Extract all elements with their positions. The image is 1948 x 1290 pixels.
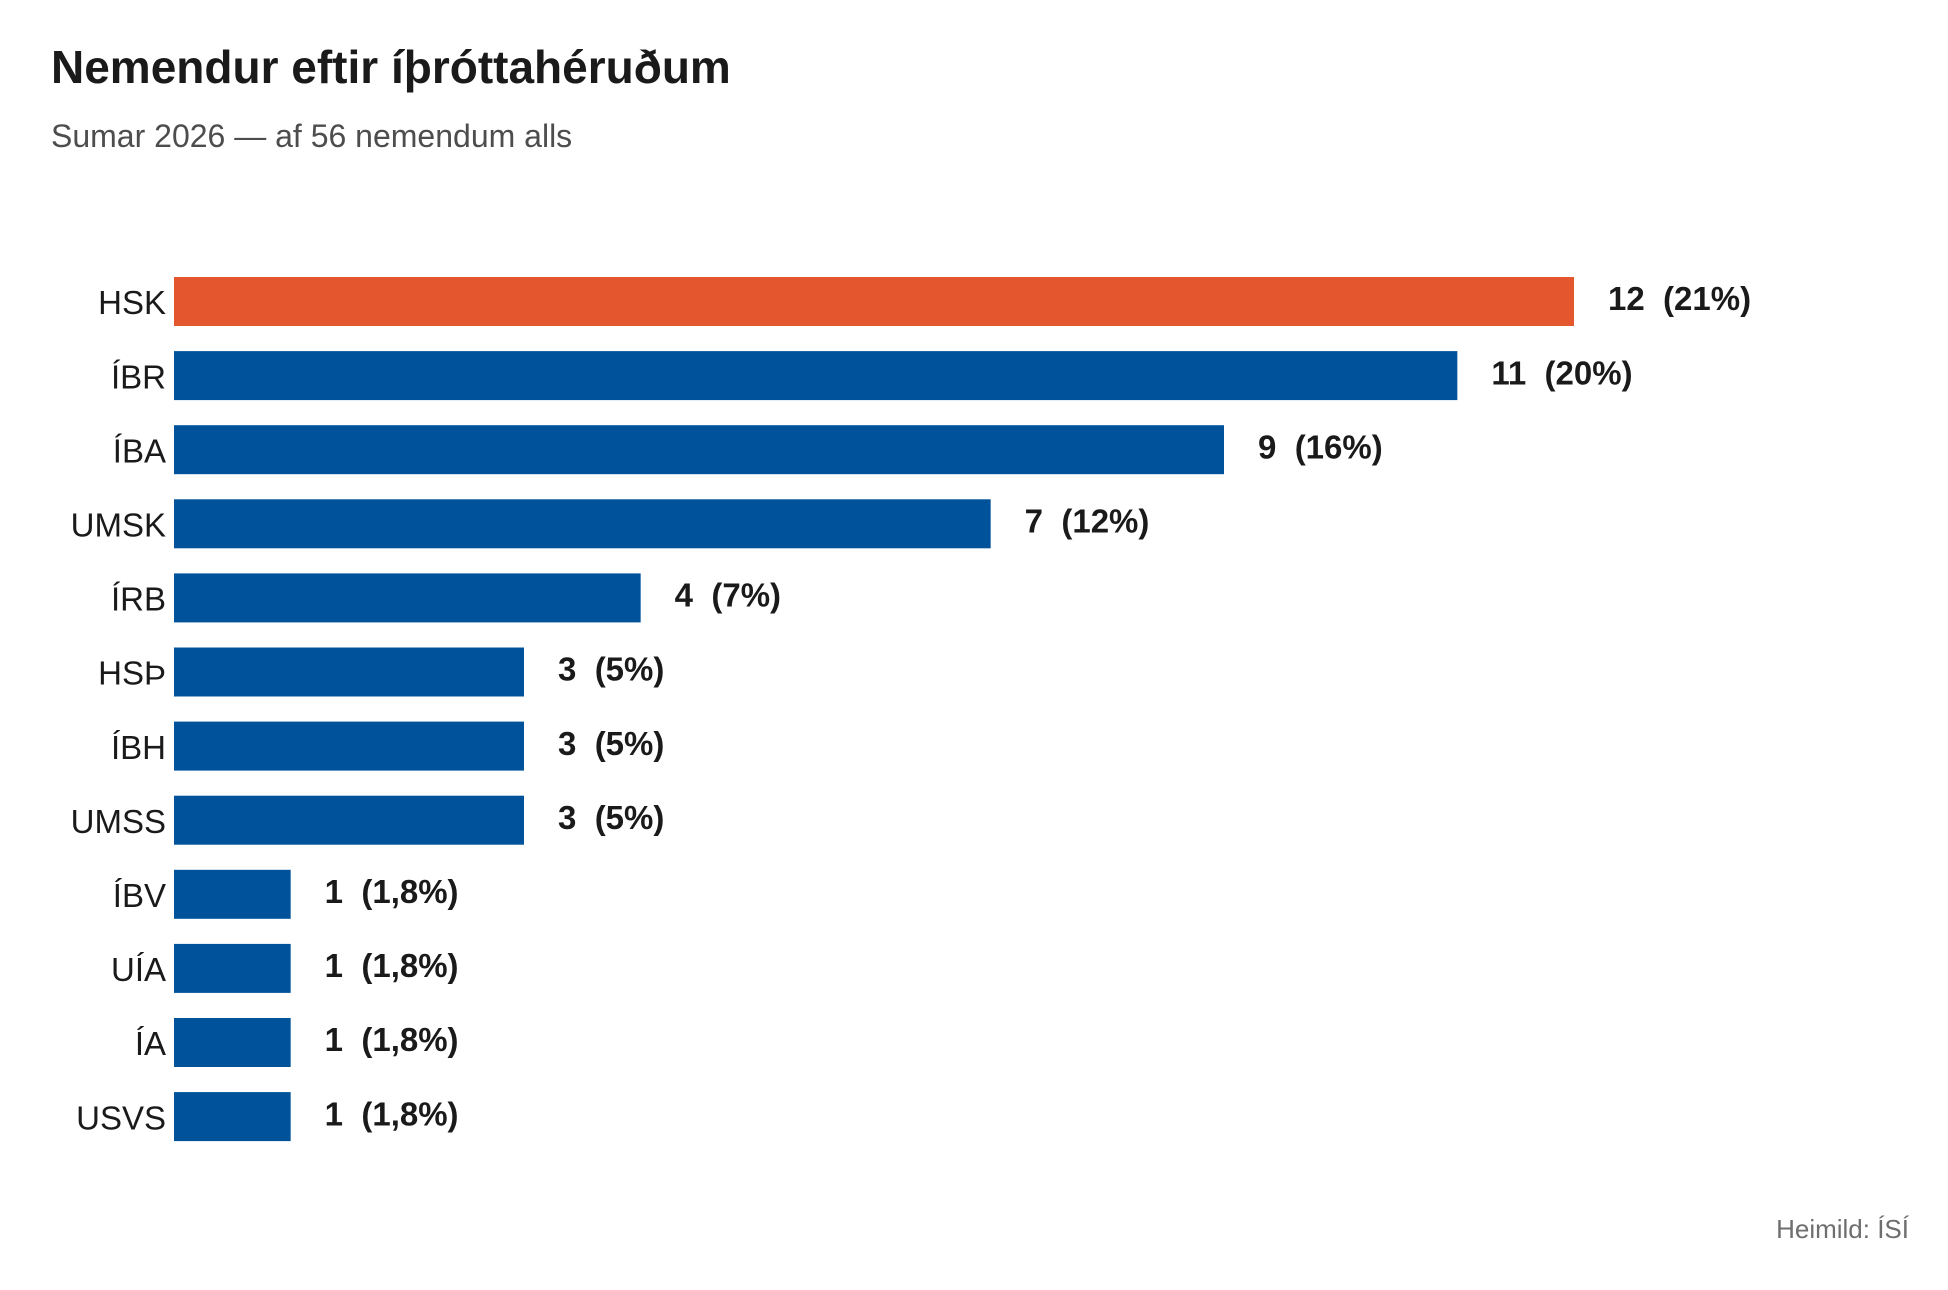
value-label-4: 4 (7%)	[675, 577, 781, 614]
bar-7	[174, 795, 524, 845]
bar-0	[174, 277, 1574, 326]
category-label-2: ÍBA	[113, 432, 166, 469]
category-label-10: ÍA	[135, 1025, 166, 1062]
category-label-6: ÍBH	[111, 729, 166, 766]
bar-8	[174, 869, 291, 919]
category-label-1: ÍBR	[111, 358, 166, 395]
value-label-6: 3 (5%)	[558, 725, 664, 762]
bar-6	[174, 721, 524, 771]
category-label-8: ÍBV	[113, 877, 166, 914]
value-label-5: 3 (5%)	[558, 651, 664, 688]
bars-group	[174, 277, 1574, 1142]
bar-5	[174, 647, 524, 697]
value-labels: 12 (21%) 11 (20%) 9 (16%) 7 (12%) 4 (7%) 3 (5…	[325, 280, 1751, 1132]
bar-4	[174, 573, 641, 623]
category-labels: HSK ÍBR ÍBA UMSK ÍRB HSÞ ÍBH UMSS ÍBV UÍA ÍA USVS	[71, 284, 166, 1136]
category-label-5: HSÞ	[98, 655, 166, 692]
bar-11	[174, 1092, 291, 1142]
value-label-0: 12 (21%)	[1608, 280, 1751, 317]
bar-9	[174, 943, 291, 993]
value-label-3: 7 (12%)	[1025, 503, 1150, 540]
value-label-11: 1 (1,8%)	[325, 1095, 459, 1132]
bar-3	[174, 499, 991, 549]
chart-subtitle: Sumar 2026 — af 56 nemendum alls	[51, 118, 573, 154]
category-label-0: HSK	[98, 284, 166, 321]
category-label-11: USVS	[76, 1099, 166, 1136]
category-label-4: ÍRB	[111, 581, 166, 618]
value-label-8: 1 (1,8%)	[325, 873, 459, 910]
bar-10	[174, 1018, 291, 1067]
value-label-1: 11 (20%)	[1491, 354, 1632, 391]
value-label-9: 1 (1,8%)	[325, 947, 459, 984]
value-label-2: 9 (16%)	[1258, 428, 1383, 465]
value-label-10: 1 (1,8%)	[325, 1021, 459, 1058]
category-label-3: UMSK	[71, 507, 166, 544]
category-label-9: UÍA	[111, 951, 166, 988]
chart-title: Nemendur eftir íþróttahéruðum	[51, 41, 731, 93]
value-label-7: 3 (5%)	[558, 799, 664, 836]
bar-2	[174, 425, 1224, 475]
bar-1	[174, 351, 1458, 401]
category-label-7: UMSS	[71, 803, 166, 840]
source-note: Heimild: ÍSÍ	[1776, 1214, 1909, 1244]
